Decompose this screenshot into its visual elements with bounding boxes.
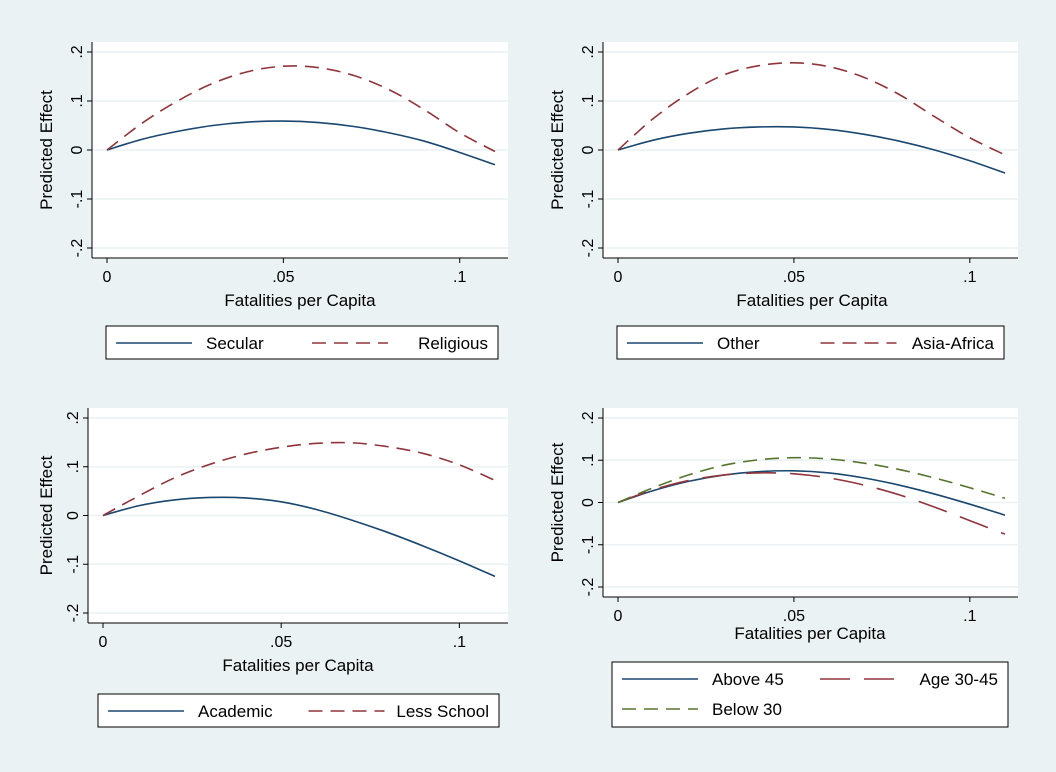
y-tick-label: -.1 — [580, 190, 597, 209]
y-axis-title: Predicted Effect — [548, 442, 567, 562]
y-tick-label: .2 — [580, 411, 597, 424]
y-tick-label: -.2 — [580, 239, 597, 258]
legend: Other Asia-Africa — [617, 326, 1004, 359]
legend: Secular Religious — [106, 326, 498, 359]
chart-panel-4: -.2 -.1 0 .1 .2 0 .05 .1 Fatalities per Capita Pr… — [548, 408, 1018, 727]
y-tick-label: .1 — [69, 94, 86, 107]
y-tick-label: -.1 — [580, 535, 597, 554]
legend-label: Academic — [198, 702, 273, 721]
y-tick-label: 0 — [580, 145, 597, 154]
x-tick-label: .05 — [270, 634, 292, 651]
y-axis-title: Predicted Effect — [548, 90, 567, 210]
legend-label: Below 30 — [712, 700, 782, 719]
legend-label: Secular — [206, 334, 264, 353]
x-tick-label: .05 — [272, 269, 294, 286]
y-axis-title: Predicted Effect — [37, 90, 56, 210]
y-tick-label: -.1 — [69, 190, 86, 209]
x-tick-label: 0 — [614, 269, 623, 286]
y-tick-label: 0 — [65, 511, 82, 520]
y-axis-title: Predicted Effect — [37, 455, 56, 575]
x-axis-title: Fatalities per Capita — [224, 291, 376, 310]
y-tick-label: -.2 — [69, 239, 86, 258]
y-tick-label: .2 — [580, 45, 597, 58]
y-tick-label: .1 — [580, 453, 597, 466]
legend-label: Less School — [396, 702, 489, 721]
y-tick-label: -.2 — [65, 604, 82, 623]
y-tick-label: .1 — [580, 94, 597, 107]
x-tick-label: 0 — [103, 269, 112, 286]
legend-label: Religious — [418, 334, 488, 353]
chart-panel-1: -.2 -.1 0 .1 .2 0 .05 .1 Fatalities per Capita Pr… — [37, 42, 508, 359]
legend-label: Above 45 — [712, 670, 784, 689]
x-axis-title: Fatalities per Capita — [736, 291, 888, 310]
x-tick-label: 0 — [614, 608, 623, 625]
legend-label: Other — [717, 334, 760, 353]
legend: Academic Less School — [98, 694, 499, 727]
x-axis-title: Fatalities per Capita — [222, 656, 374, 675]
x-axis-title: Fatalities per Capita — [734, 624, 886, 643]
y-tick-label: .1 — [65, 460, 82, 473]
legend-label: Asia-Africa — [912, 334, 995, 353]
y-tick-label: .2 — [65, 411, 82, 424]
x-tick-label: .1 — [453, 269, 466, 286]
chart-panel-2: -.2 -.1 0 .1 .2 0 .05 .1 Fatalities per Capita Pr… — [548, 42, 1018, 359]
y-tick-label: 0 — [580, 498, 597, 507]
y-tick-label: -.1 — [65, 555, 82, 574]
y-tick-label: 0 — [69, 145, 86, 154]
legend-label: Age 30-45 — [920, 670, 998, 689]
x-tick-label: .05 — [783, 269, 805, 286]
legend: Above 45 Age 30-45 Below 30 — [612, 662, 1008, 727]
x-tick-label: .1 — [453, 634, 466, 651]
x-tick-label: 0 — [99, 634, 108, 651]
x-tick-label: .1 — [963, 269, 976, 286]
y-tick-label: .2 — [69, 45, 86, 58]
y-tick-label: -.2 — [580, 578, 597, 597]
chart-panel-3: -.2 -.1 0 .1 .2 0 .05 .1 Fatalities per Capita Pr… — [37, 408, 508, 727]
x-tick-label: .05 — [783, 608, 805, 625]
x-tick-label: .1 — [963, 608, 976, 625]
